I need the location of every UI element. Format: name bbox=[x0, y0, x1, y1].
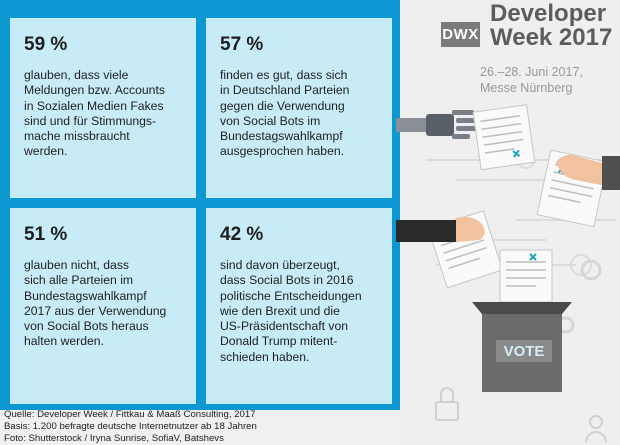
stat-text: sind davon überzeugt, dass Social Bots i… bbox=[220, 258, 362, 364]
footer: Quelle: Developer Week / Fittkau & Maaß … bbox=[4, 409, 257, 445]
stat-card-1: 59 % glauben, dass viele Meldungen bzw. … bbox=[10, 18, 196, 198]
footer-basis: Basis: 1.200 befragte deutsche Internetn… bbox=[4, 421, 257, 432]
logo-title-line1: Developer bbox=[490, 0, 607, 27]
stat-card-2: 57 % finden es gut, dass sich in Deutsch… bbox=[206, 18, 392, 198]
stat-text: finden es gut, dass sich in Deutschland … bbox=[220, 68, 350, 159]
stat-card-3: 51 % glauben nicht, dass sich alle Parte… bbox=[10, 208, 196, 404]
stat-percent: 42 % bbox=[220, 224, 264, 245]
hand-ballot-icon bbox=[396, 210, 504, 289]
stat-percent: 57 % bbox=[220, 34, 264, 55]
robot-hand-icon bbox=[396, 110, 482, 139]
stat-card-4: 42 % sind davon überzeugt, dass Social B… bbox=[206, 208, 392, 404]
stat-percent: 59 % bbox=[24, 34, 68, 55]
footer-photo: Foto: Shutterstock / Iryna Sunrise, Sofi… bbox=[4, 433, 224, 444]
ballot-paper-icon bbox=[499, 249, 553, 303]
logo-title: Developer Week 2017 bbox=[490, 2, 612, 50]
hand-ballot-icon bbox=[536, 149, 620, 228]
footer-source: Quelle: Developer Week / Fittkau & Maaß … bbox=[4, 409, 256, 420]
ballot-paper-icon bbox=[472, 104, 536, 171]
logo-title-line2: Week 2017 bbox=[490, 24, 613, 51]
stat-percent: 51 % bbox=[24, 224, 68, 245]
stat-text: glauben, dass viele Meldungen bzw. Accou… bbox=[24, 68, 165, 159]
ballot-box-icon bbox=[472, 302, 572, 392]
user-icon bbox=[585, 415, 607, 443]
voting-illustration: VOTE bbox=[396, 104, 620, 443]
gear-icon bbox=[557, 259, 602, 334]
dwx-logo: DWX bbox=[441, 22, 480, 47]
event-info: 26.–28. Juni 2017, Messe Nürnberg bbox=[480, 65, 583, 95]
vote-label: VOTE bbox=[504, 343, 545, 360]
padlock-icon bbox=[435, 387, 459, 421]
stat-text: glauben nicht, dass sich alle Parteien i… bbox=[24, 258, 167, 349]
